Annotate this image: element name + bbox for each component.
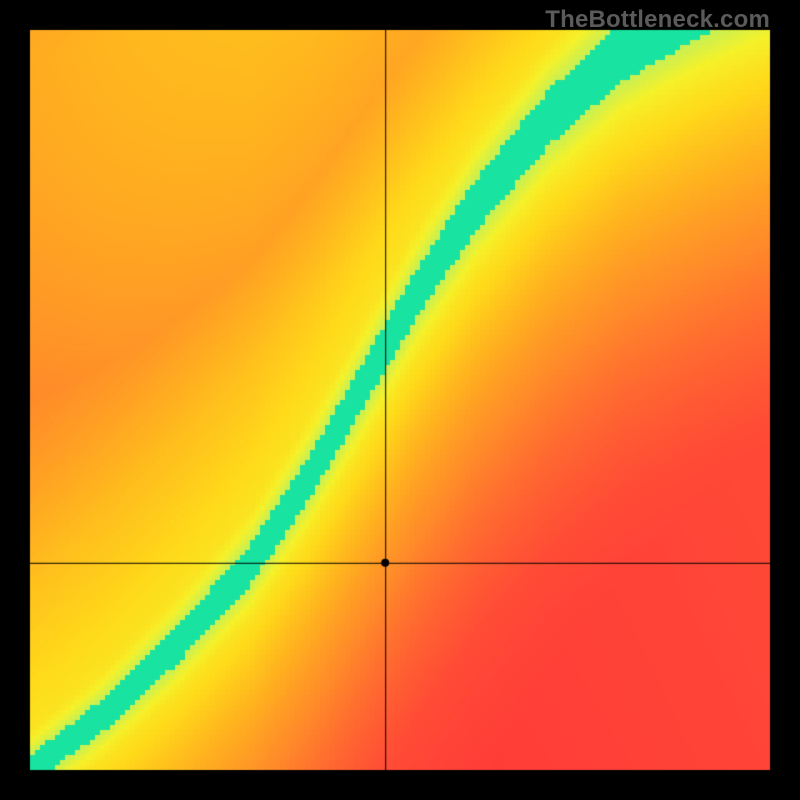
- watermark-text: TheBottleneck.com: [545, 6, 770, 34]
- chart-container: TheBottleneck.com: [0, 0, 800, 800]
- bottleneck-heatmap: [0, 0, 800, 800]
